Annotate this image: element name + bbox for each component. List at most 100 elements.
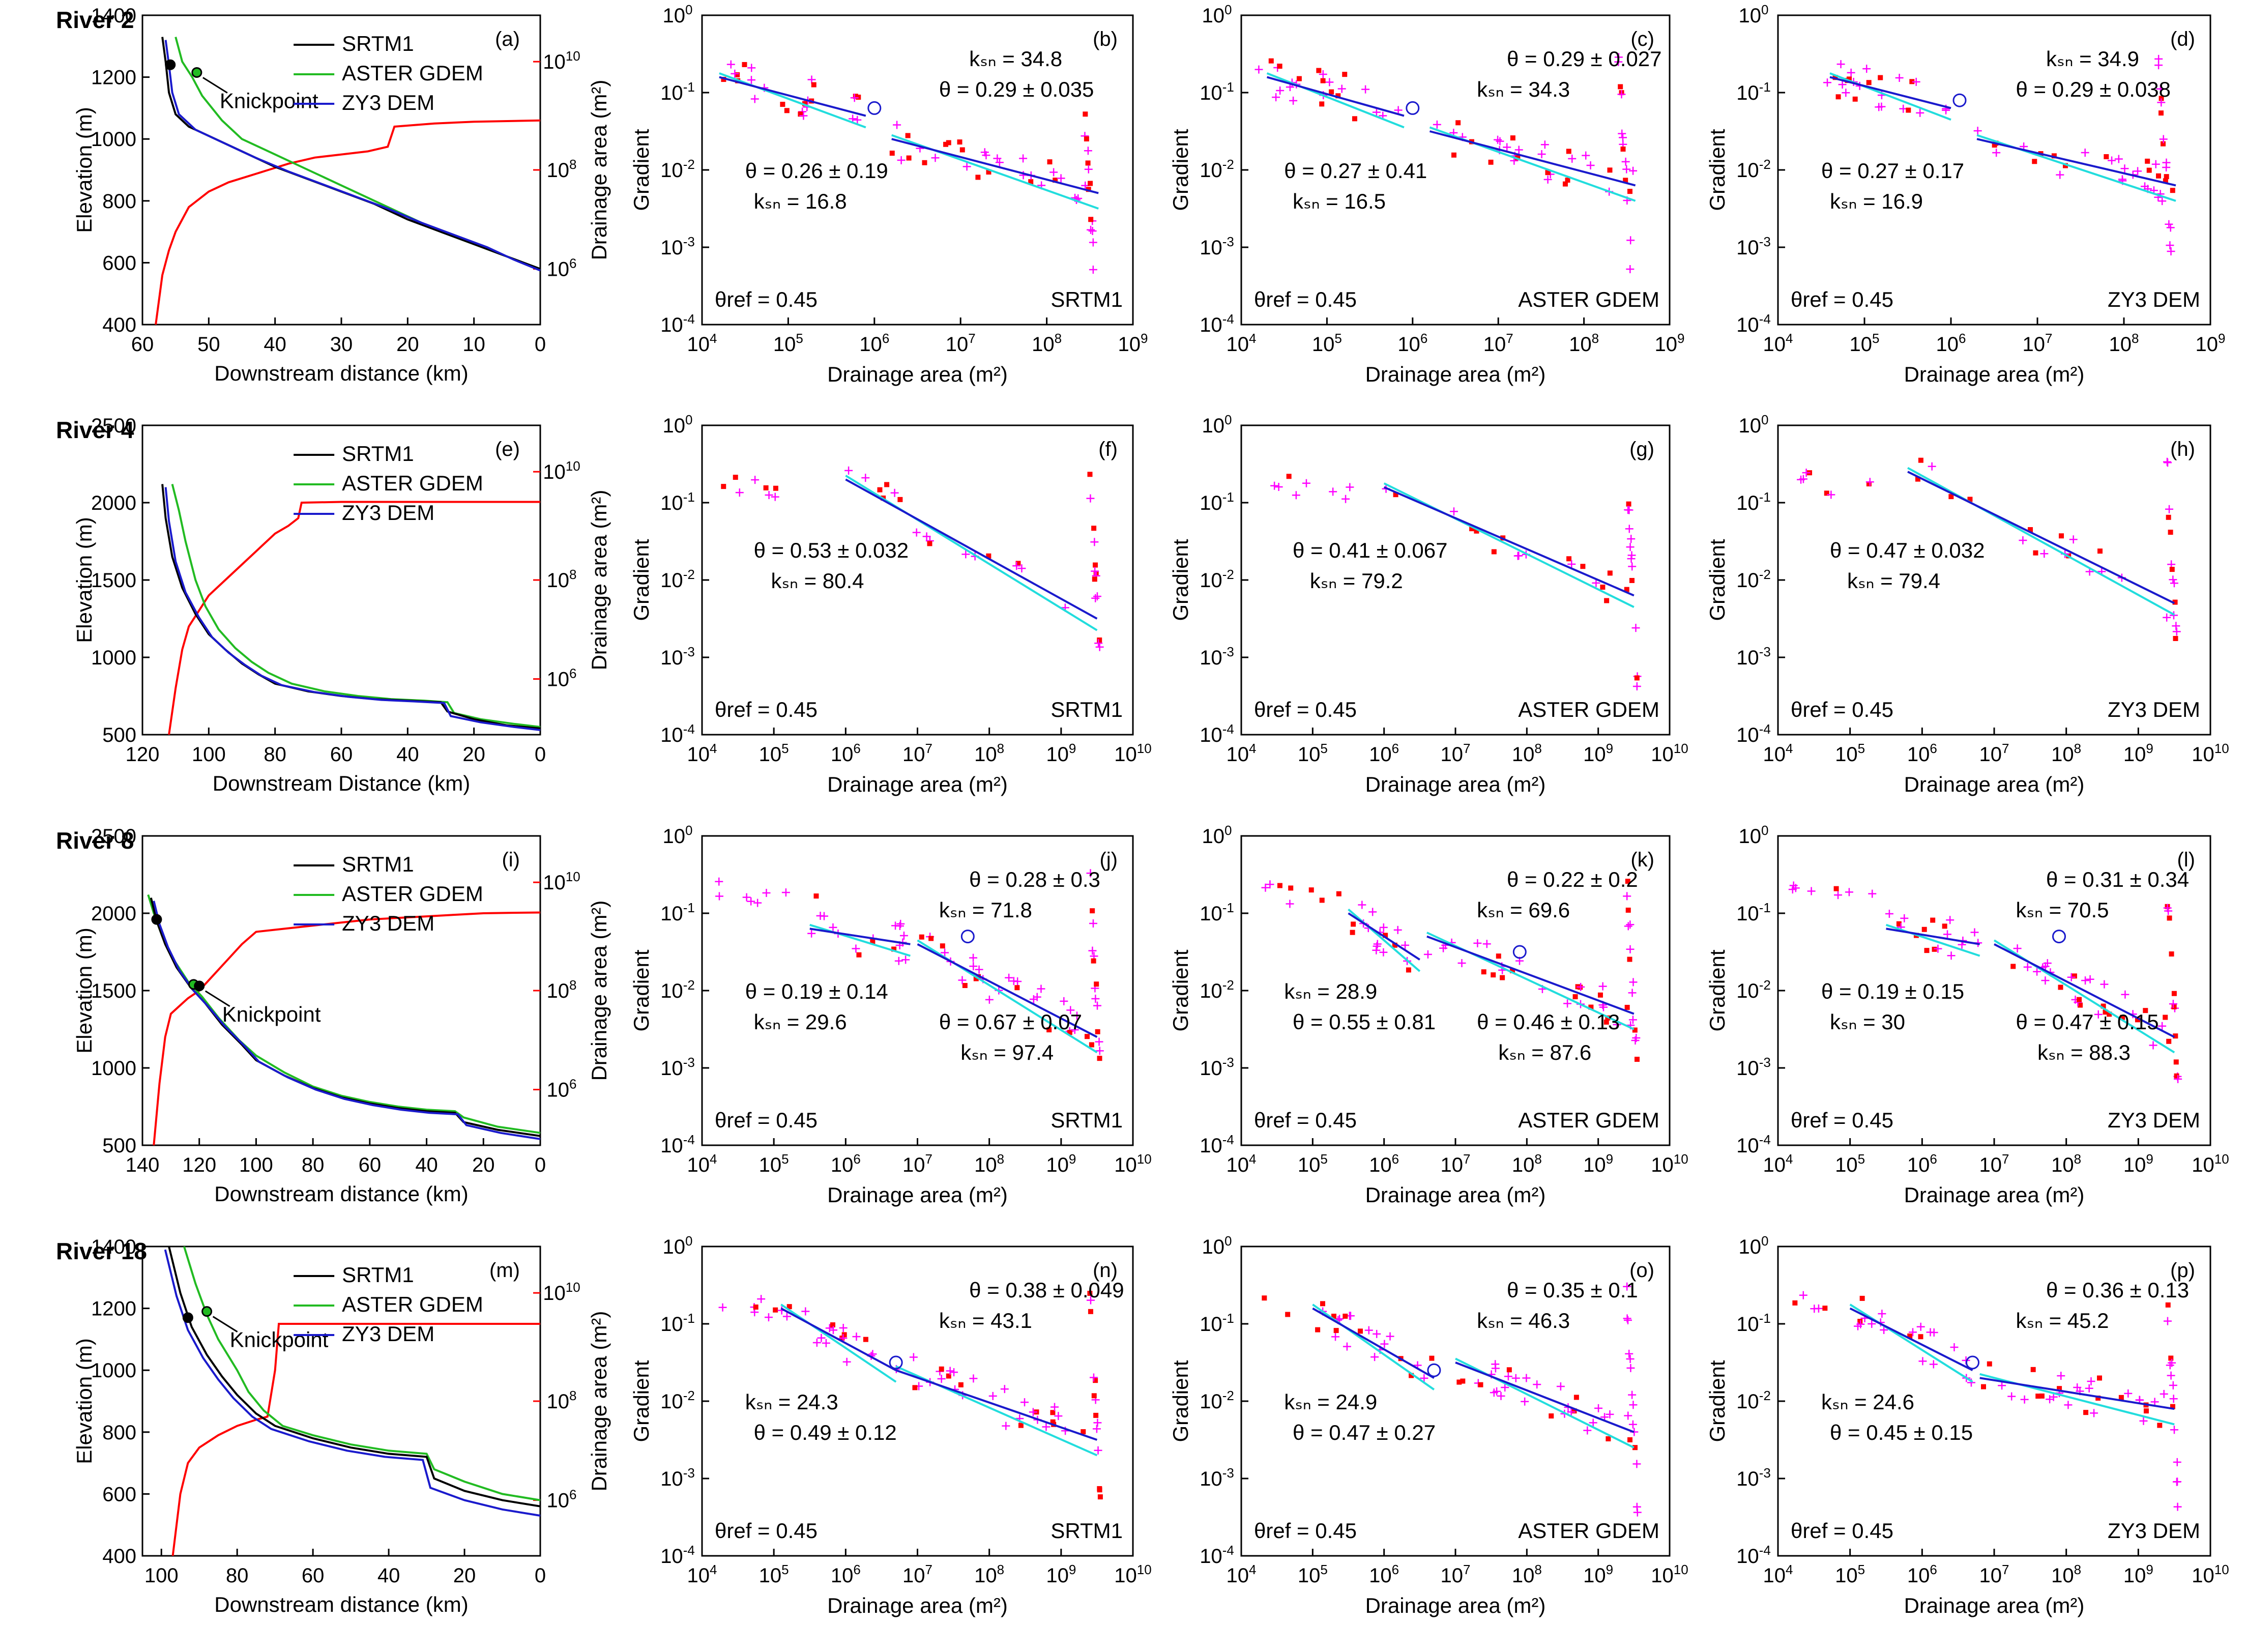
slope-frame: [701, 424, 1134, 736]
gradient-point-cross: [1823, 78, 1831, 87]
gradient-point-square: [1491, 549, 1497, 555]
gradient-point-cross: [1834, 891, 1843, 900]
gradient-point-square: [2166, 514, 2171, 520]
slope-theta-ref: θref = 0.45: [1791, 287, 1893, 311]
gradient-point-square: [1627, 189, 1632, 194]
slope-xtick-label: 107: [1441, 1562, 1471, 1587]
gradient-point-cross: [1797, 475, 1805, 484]
gradient-point-cross: [1625, 525, 1634, 533]
legend-label: SRTM1: [342, 1263, 414, 1287]
slope-xtick-label: 107: [1979, 1562, 2009, 1587]
gradient-point-square: [1921, 926, 1927, 932]
knickpoint-circle: [1406, 101, 1420, 115]
slope-ytick-label: 10-3: [660, 644, 695, 669]
slope-annotation: θ = 0.22 ± 0.2: [1507, 867, 1638, 891]
slope-xtick-label: 107: [1483, 331, 1513, 356]
gradient-point-square: [2078, 1002, 2083, 1008]
gradient-point-cross: [1393, 925, 1402, 934]
gradient-point-square: [1083, 111, 1088, 117]
gradient-point-square: [1014, 985, 1020, 991]
gradient-point-cross: [1628, 562, 1637, 571]
gradient-point-cross: [1005, 973, 1013, 982]
slope-ytick-label: 10-1: [1200, 900, 1234, 925]
gradient-point-cross: [1057, 174, 1065, 183]
gradient-point-cross: [1086, 1296, 1095, 1305]
gradient-point-square: [1319, 897, 1325, 903]
gradient-point-cross: [1624, 1316, 1632, 1324]
gradient-point-cross: [1325, 78, 1334, 86]
slope-xtick-label: 104: [1763, 331, 1793, 356]
slope-annotation: θ = 0.47 ± 0.27: [1293, 1421, 1436, 1444]
row-label-river-8: River 8: [56, 827, 134, 854]
gradient-point-square: [1632, 1027, 1638, 1033]
gradient-point-cross: [2158, 1022, 2167, 1030]
slope-theta-ref: θref = 0.45: [715, 1519, 818, 1543]
gradient-point-cross: [1847, 68, 1855, 77]
gradient-point-square: [2057, 1386, 2062, 1392]
gradient-point-cross: [1449, 507, 1458, 516]
slope-xtick-label: 106: [1369, 741, 1399, 766]
gradient-point-square: [1915, 476, 1920, 482]
slope-ylabel: Gradient: [629, 949, 653, 1031]
gradient-point-cross: [2120, 164, 2129, 173]
gradient-point-square: [1907, 1333, 1913, 1339]
gradient-point-square: [1350, 930, 1355, 935]
gradient-point-square: [1091, 1393, 1097, 1399]
gradient-point-square: [1604, 598, 1610, 603]
gradient-point-cross: [2169, 1381, 2177, 1389]
gradient-point-cross: [735, 488, 744, 497]
slope-annotation: θ = 0.29 ± 0.027: [1507, 47, 1661, 71]
slope-ytick-label: 10-2: [1736, 977, 1771, 1002]
gradient-point-square: [1562, 181, 1568, 187]
slope-xtick-label: 105: [759, 1562, 789, 1587]
slope-annotation: kₛₙ = 24.3: [745, 1390, 838, 1414]
gradient-point-square: [986, 553, 991, 559]
gradient-point-cross: [2086, 975, 2094, 983]
gradient-point-cross: [2056, 170, 2064, 179]
gradient-point-square: [1091, 958, 1096, 964]
gradient-point-square: [1565, 178, 1570, 183]
profile-xtick-label: 0: [535, 1564, 546, 1587]
slope-ytick-label: 10-2: [1200, 1388, 1234, 1413]
gradient-point-cross: [1270, 481, 1279, 490]
profile-y2tick-label: 106: [547, 1487, 577, 1512]
gradient-point-cross: [839, 1323, 848, 1332]
reference-fit-line: [1312, 1303, 1435, 1390]
gradient-point-cross: [1624, 922, 1632, 931]
slope-ytick-label: 10-1: [660, 900, 695, 925]
gradient-point-square: [2030, 1367, 2036, 1372]
slope-ytick-label: 10-4: [1200, 721, 1234, 746]
gradient-point-cross: [2108, 156, 2116, 165]
slope-ytick-label: 10-1: [660, 79, 695, 104]
slope-annotation: kₛₙ = 30: [1830, 1010, 1905, 1034]
knickpoint-marker: [201, 1306, 213, 1317]
gradient-point-cross: [825, 1324, 834, 1332]
slope-xtick-label: 104: [687, 741, 717, 766]
profile-xtick-label: 60: [131, 333, 154, 356]
gradient-point-cross: [995, 158, 1004, 167]
profile-xtick-label: 140: [126, 1154, 160, 1176]
gradient-point-cross: [1095, 1037, 1103, 1046]
gradient-point-cross: [1537, 150, 1546, 158]
gradient-point-cross: [801, 1307, 810, 1316]
slope-xtick-label: 108: [1032, 331, 1062, 356]
gradient-point-cross: [1916, 1322, 1925, 1331]
gradient-point-square: [1015, 561, 1021, 566]
gradient-point-square: [2097, 548, 2103, 554]
slope-annotation: θ = 0.55 ± 0.81: [1293, 1010, 1436, 1034]
profile-ytick-label: 1400: [91, 1236, 136, 1258]
gradient-point-square: [905, 133, 911, 138]
gradient-point-cross: [1000, 1385, 1009, 1394]
slope-ytick-label: 100: [1202, 1233, 1232, 1258]
profile-xtick-label: 80: [264, 743, 286, 766]
slope-theta-ref: θref = 0.45: [1254, 1108, 1357, 1132]
fit-line: [1994, 943, 2175, 1038]
slope-annotation: kₛₙ = 28.9: [1284, 979, 1377, 1003]
slope-xlabel: Drainage area (m²): [1365, 1183, 1546, 1207]
gradient-point-square: [1088, 1309, 1093, 1314]
knickpoint-label: Knickpoint: [220, 89, 318, 112]
gradient-point-cross: [1013, 977, 1022, 986]
profile-y2tick-label: 108: [547, 1388, 577, 1413]
gradient-point-cross: [822, 1339, 830, 1347]
gradient-point-cross: [1626, 945, 1635, 953]
